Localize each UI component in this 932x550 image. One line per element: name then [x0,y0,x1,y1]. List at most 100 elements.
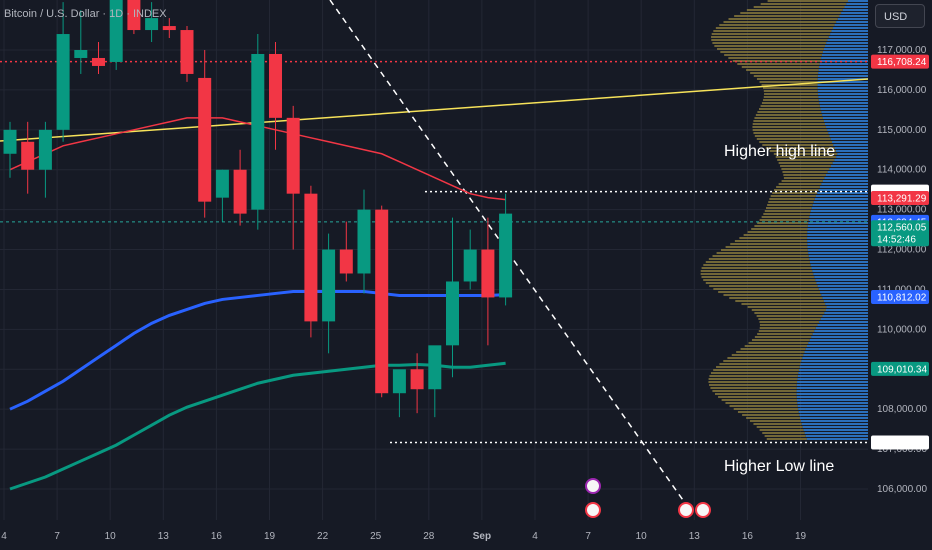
volume-bar [807,249,868,251]
volume-bar [807,345,868,347]
price-tick-label: 113,000.00 [877,205,927,216]
time-tick-label: 7 [585,531,591,542]
volume-bar [708,381,798,383]
volume-bar [823,48,868,50]
volume-bar [757,222,809,224]
volume-bar [725,246,808,248]
volume-bar [826,309,868,311]
candle-body [410,369,424,390]
price-tags: 116,708.24113,452.13113,291.29112,694.45… [871,54,929,450]
volume-bar [825,45,868,47]
volume-bar [754,336,812,338]
higher-low-label: Higher Low line [724,458,834,475]
volume-bar [842,9,868,11]
volume-bar [811,207,868,209]
volume-bar [747,306,827,308]
volume-bar [756,315,823,317]
volume-bar [798,411,868,413]
volume-bar [828,36,868,38]
time-tick-label: 10 [105,531,117,542]
volume-bar [808,255,868,257]
volume-bar [810,213,868,215]
volume-bar [758,330,815,332]
time-tick-label: 4 [532,531,538,542]
volume-bar [760,105,820,107]
volume-bar [808,219,868,221]
volume-bar [827,39,868,41]
volume-bar [797,405,868,407]
volume-bar [761,102,820,104]
volume-bar [783,174,826,176]
candle-body [339,249,353,274]
volume-bar [723,360,802,362]
volume-bar [830,33,868,35]
volume-bar [713,30,832,32]
price-axis[interactable]: 106,000.00107,000.00108,000.00109,000.00… [868,0,932,550]
volume-bar [812,270,868,272]
volume-bar [757,333,813,335]
volume-bar [807,231,868,233]
volume-bar [807,234,868,236]
candle-body [481,249,495,298]
volume-bar [812,333,868,335]
candle-body [269,53,282,118]
time-axis-bg [0,522,868,550]
volume-bar [709,375,798,377]
us-flag-icon [585,502,601,518]
time-axis[interactable]: 4 7 10 13 16 19 22 25 28 Sep 4 7 10 13 16 19 [0,522,868,550]
volume-bar [701,267,812,269]
volume-bar [759,327,816,329]
volume-bar [817,78,868,80]
volume-bar [721,399,797,401]
volume-bar [813,273,868,275]
volume-bar [728,57,822,59]
volume-bar [846,3,868,5]
volume-bar [802,426,868,428]
volume-bar [709,384,797,386]
volume-bar [841,12,868,14]
time-tick-label: 28 [423,531,435,542]
volume-bar [797,402,868,404]
volume-bar [765,147,835,149]
price-tick-label: 112,000.00 [877,245,927,256]
volume-bar [712,390,797,392]
volume-bar [807,237,868,239]
volume-bar [700,270,813,272]
price-tick-label: 114,000.00 [877,165,927,176]
moving-average-line [9,289,506,411]
volume-bar [773,153,838,155]
volume-bar [720,249,808,251]
volume-bar [820,291,868,293]
volume-bar [767,204,813,206]
volume-bar [817,192,868,194]
volume-bar [743,234,808,236]
volume-bar [819,321,868,323]
volume-bar [818,69,868,71]
candle-body [162,26,176,31]
volume-bar [807,240,868,242]
volume-bar [813,201,868,203]
candle-body [3,129,17,154]
volume-bar [705,261,810,263]
volume-bar [799,366,868,368]
volume-bar [780,165,831,167]
currency-button[interactable]: USD [875,4,925,28]
volume-bar [711,36,829,38]
volume-bar [815,195,868,197]
volume-bar [820,318,868,320]
volume-bar [817,87,868,89]
volume-bar [778,162,833,164]
volume-bar [812,204,868,206]
moving-average-line [9,361,506,491]
candle-body [215,169,229,198]
volume-bar [821,294,868,296]
volume-bar [808,252,868,254]
volume-bar [831,30,868,32]
volume-bar [817,84,868,86]
volume-bar [811,267,868,269]
volume-bar [819,63,868,65]
volume-bar [712,42,827,44]
volume-bar [818,96,868,98]
volume-bar [823,300,868,302]
